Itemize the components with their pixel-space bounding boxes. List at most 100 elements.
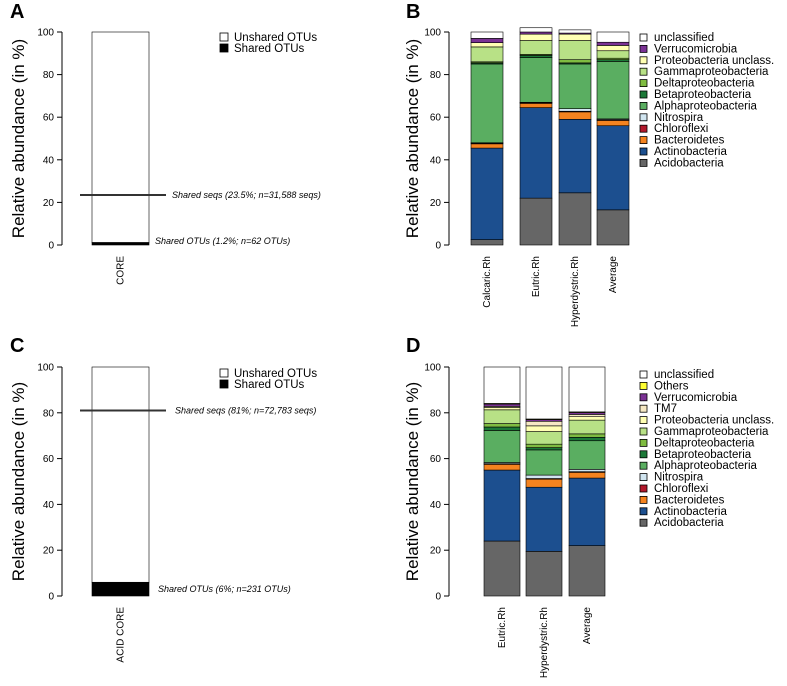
y-tick-label: 40 <box>43 155 55 166</box>
bar-segment-verrucomicrobia <box>596 41 630 46</box>
bar-segment-betaproteobacteria <box>568 437 606 442</box>
bar-segment-gammaproteobacteria <box>558 40 592 60</box>
y-tick-label: 60 <box>43 454 55 465</box>
legend-swatch-chloroflexi <box>639 484 648 493</box>
bar-segment-nitrospira <box>568 469 606 472</box>
bar-segment-unshared-otus <box>91 366 150 583</box>
legend-swatch-gammaproteobacteria <box>639 427 648 436</box>
legend-swatch-alphaproteobacteria <box>639 102 648 110</box>
bar-segment-acidobacteria <box>596 209 630 246</box>
legend-label-chloroflexi: Chloroflexi <box>654 483 708 495</box>
bar-segment-unshared-otus <box>91 31 150 243</box>
bar-segment-alphaproteobacteria <box>519 57 553 103</box>
shared-seqs-label: Shared seqs (23.5%; n=31,588 seqs) <box>172 190 321 200</box>
y-tick-label: 0 <box>48 592 54 603</box>
bar-segment-nitrospira <box>558 108 592 112</box>
legend-swatch-deltaproteobacteria <box>639 438 648 447</box>
legend-swatch-verrucomicrobia <box>639 45 648 53</box>
legend-swatch-nitrospira <box>639 473 648 482</box>
bar-segment-unclassified <box>568 366 606 413</box>
bar-segment-nitrospira <box>525 474 563 479</box>
bar-segment-alphaproteobacteria <box>483 430 521 463</box>
legend-swatch-betaproteobacteria <box>639 90 648 99</box>
bar-segment-deltaproteobacteria <box>568 433 606 438</box>
bar-segment-actinobacteria <box>470 147 504 240</box>
bar-segment-actinobacteria <box>558 119 592 194</box>
bar-segment-unclassified <box>596 31 630 43</box>
bar-segment-alphaproteobacteria <box>596 61 630 120</box>
bar-segment-acidobacteria <box>525 551 563 597</box>
legend-label-proteobacteria-unclass: Proteobacteria unclass. <box>654 415 774 427</box>
y-tick-label: 60 <box>430 113 442 124</box>
bar-segment-unclassified <box>470 31 504 39</box>
legend-swatch-verrucomicrobia <box>639 393 648 402</box>
category-label: Eutric.Rh <box>497 607 508 648</box>
legend-label-deltaproteobacteria: Deltaproteobacteria <box>654 437 755 449</box>
y-tick-label: 40 <box>43 500 55 511</box>
bar-segment-unclassified <box>483 366 521 404</box>
legend-swatch-unshared-otus <box>219 32 229 42</box>
category-label: Calcaric.Rh <box>482 256 493 308</box>
bar-segment-actinobacteria <box>483 469 521 542</box>
y-tick-label: 20 <box>430 198 442 209</box>
legend-label-verrucomicrobia: Verrucomicrobia <box>654 43 738 55</box>
bar-segment-gammaproteobacteria <box>483 409 521 424</box>
bar-segment-acidobacteria <box>558 192 592 246</box>
y-tick-label: 80 <box>430 70 442 81</box>
bar-segment-actinobacteria <box>596 125 630 211</box>
legend-swatch-bacteroidetes <box>639 495 648 504</box>
legend-label-betaproteobacteria: Betaproteobacteria <box>654 449 752 461</box>
y-tick-label: 100 <box>37 28 54 39</box>
bar-segment-betaproteobacteria <box>525 447 563 451</box>
bar-segment-gammaproteobacteria <box>568 419 606 435</box>
bar-segment-verrucomicrobia <box>483 403 521 407</box>
y-tick-label: 20 <box>430 546 442 557</box>
bar-segment-bacteroidetes <box>558 111 592 120</box>
legend-swatch-shared-otus <box>219 43 229 53</box>
y-tick-label: 0 <box>48 241 54 252</box>
legend-swatch-unclassified <box>639 33 648 42</box>
bar-segment-alphaproteobacteria <box>470 63 504 144</box>
legend-label-bacteroidetes: Bacteroidetes <box>654 135 725 147</box>
bar-segment-gammaproteobacteria <box>470 46 504 63</box>
y-axis-label: Relative abundance (in %) <box>9 39 28 238</box>
category-label: CORE <box>116 256 127 285</box>
bar-segment-bacteroidetes <box>568 472 606 479</box>
legend-label-verrucomicrobia: Verrucomicrobia <box>654 392 738 404</box>
bar-segment-alphaproteobacteria <box>568 440 606 470</box>
category-label: Eutric.Rh <box>531 256 542 297</box>
bar-segment-verrucomicrobia <box>519 31 553 35</box>
bar-segment-gammaproteobacteria <box>596 50 630 59</box>
legend-swatch-deltaproteobacteria <box>639 79 648 87</box>
bar-segment-bacteroidetes <box>470 143 504 149</box>
legend-label-nitrospira: Nitrospira <box>654 472 704 484</box>
legend-label-acidobacteria: Acidobacteria <box>654 517 724 529</box>
bar-segment-tm7 <box>525 420 563 427</box>
legend-label-shared-otus: Shared OTUs <box>234 379 305 391</box>
y-tick-label: 40 <box>430 500 442 511</box>
bar-segment-actinobacteria <box>525 486 563 552</box>
bar-segment-betaproteobacteria <box>519 55 553 58</box>
bar-segment-bacteroidetes <box>519 103 553 108</box>
legend-label-alphaproteobacteria: Alphaproteobacteria <box>654 460 758 472</box>
legend-label-unclassified: unclassified <box>654 369 714 381</box>
legend-swatch-gammaproteobacteria <box>639 67 648 76</box>
category-label: ACID CORE <box>116 607 127 663</box>
category-label: Average <box>582 607 593 645</box>
legend-swatch-betaproteobacteria <box>639 450 648 459</box>
shared-seqs-label: Shared seqs (81%; n=72,783 seqs) <box>175 406 316 416</box>
bar-segment-betaproteobacteria <box>483 426 521 431</box>
y-tick-label: 60 <box>43 113 55 124</box>
legend-swatch-actinobacteria <box>639 147 648 156</box>
legend-swatch-tm7 <box>639 404 648 413</box>
bar-segment-gammaproteobacteria <box>525 431 563 445</box>
panel-c: C 0 20 40 60 80 100 Relative abundance (in %) AC… <box>9 335 317 663</box>
bar-segment-proteobacteria-unclass <box>525 425 563 432</box>
category-label: Hyperdystric.Rh <box>570 256 581 327</box>
bar-segment-actinobacteria <box>519 107 553 199</box>
legend-swatch-bacteroidetes <box>639 136 648 145</box>
y-tick-label: 40 <box>430 155 442 166</box>
bar-segment-bacteroidetes <box>525 478 563 488</box>
bar-segment-alphaproteobacteria <box>525 449 563 476</box>
